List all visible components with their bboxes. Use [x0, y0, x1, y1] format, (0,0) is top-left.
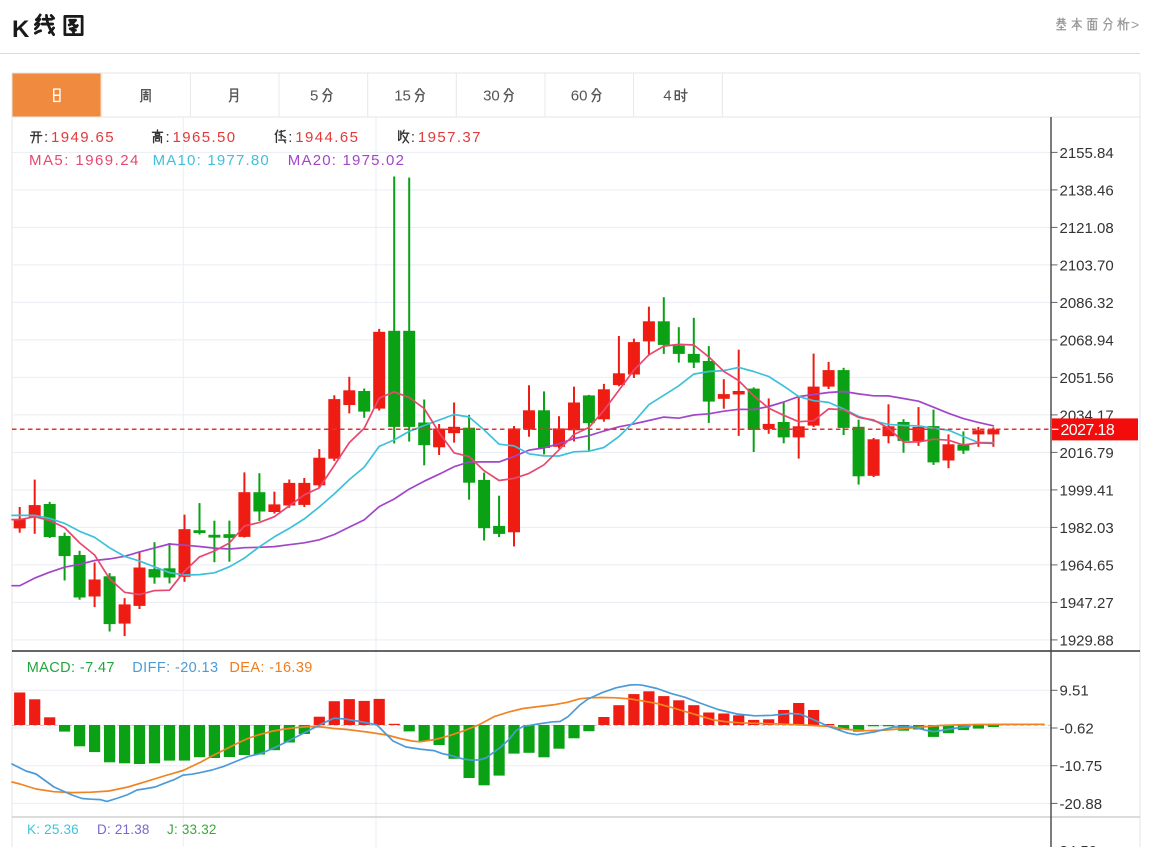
svg-text:K: K — [12, 16, 30, 43]
svg-text:2051.56: 2051.56 — [1060, 370, 1114, 387]
svg-text:1982.03: 1982.03 — [1060, 520, 1114, 537]
svg-text:1957.37: 1957.37 — [418, 129, 482, 146]
svg-text::: : — [166, 129, 170, 146]
svg-text:MACD: -7.47: MACD: -7.47 — [27, 660, 115, 676]
svg-text:60: 60 — [571, 88, 588, 105]
svg-text:30: 30 — [483, 88, 500, 105]
svg-text::: : — [411, 129, 415, 146]
svg-text:-20.88: -20.88 — [1060, 796, 1103, 813]
svg-text:9.51: 9.51 — [1060, 683, 1089, 700]
svg-text:2016.79: 2016.79 — [1060, 445, 1114, 462]
svg-text:1949.65: 1949.65 — [51, 129, 115, 146]
svg-text:J: 33.32: J: 33.32 — [167, 822, 217, 837]
svg-text:2027.18: 2027.18 — [1061, 422, 1115, 439]
svg-text:1929.88: 1929.88 — [1060, 632, 1114, 649]
svg-text:2086.32: 2086.32 — [1060, 295, 1114, 312]
svg-text:DIFF: -20.13: DIFF: -20.13 — [132, 660, 218, 676]
svg-text:2155.84: 2155.84 — [1060, 145, 1114, 162]
svg-text::: : — [288, 129, 292, 146]
svg-text:1947.27: 1947.27 — [1060, 595, 1114, 612]
svg-text:1999.41: 1999.41 — [1060, 482, 1114, 499]
svg-text:2103.70: 2103.70 — [1060, 257, 1114, 274]
svg-text:34.59: 34.59 — [1060, 843, 1098, 847]
svg-text:DEA: -16.39: DEA: -16.39 — [229, 660, 312, 676]
svg-text:K: 25.36: K: 25.36 — [27, 822, 79, 837]
svg-text:15: 15 — [394, 88, 411, 105]
svg-text:D: 21.38: D: 21.38 — [97, 822, 150, 837]
svg-text:2121.08: 2121.08 — [1060, 220, 1114, 237]
svg-text:2068.94: 2068.94 — [1060, 332, 1114, 349]
svg-text:1965.50: 1965.50 — [173, 129, 237, 146]
svg-text:MA10: 1977.80: MA10: 1977.80 — [153, 152, 270, 169]
svg-text:MA5: 1969.24: MA5: 1969.24 — [29, 152, 140, 169]
svg-text:-10.75: -10.75 — [1060, 758, 1103, 775]
svg-text:1944.65: 1944.65 — [295, 129, 359, 146]
svg-text:1964.65: 1964.65 — [1060, 557, 1114, 574]
svg-text:4: 4 — [663, 88, 671, 105]
svg-text:MA20: 1975.02: MA20: 1975.02 — [288, 152, 405, 169]
svg-text:-0.62: -0.62 — [1060, 720, 1094, 737]
svg-text:2138.46: 2138.46 — [1060, 182, 1114, 199]
svg-text:5: 5 — [310, 88, 318, 105]
svg-text::: : — [44, 129, 48, 146]
svg-text:>: > — [1131, 17, 1139, 33]
